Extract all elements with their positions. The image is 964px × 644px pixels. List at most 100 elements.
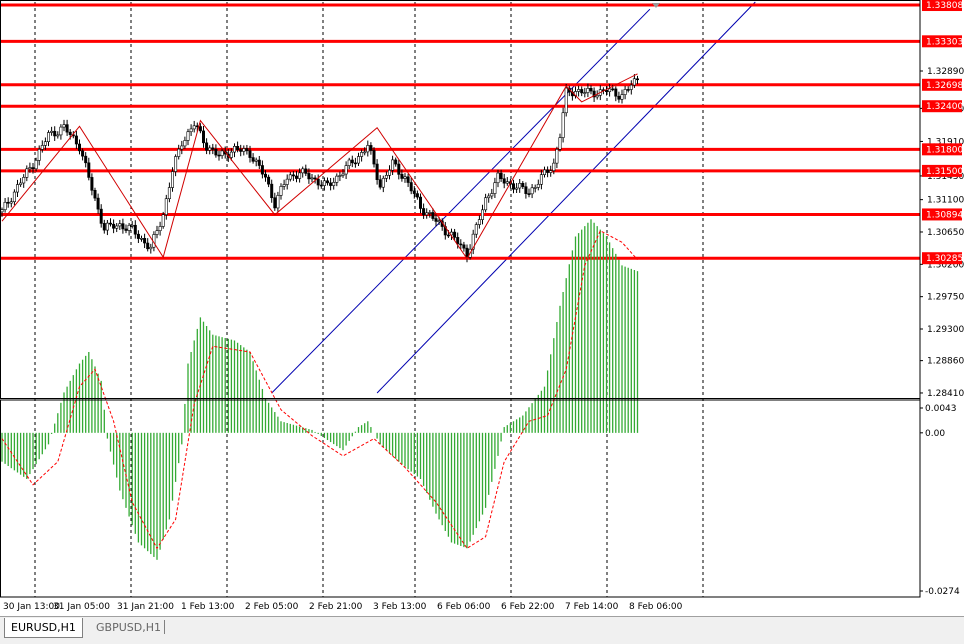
candle-body (490, 193, 494, 197)
candle-body (87, 162, 91, 178)
candle-body (9, 201, 13, 204)
candle-body (177, 148, 181, 157)
candle-body (496, 172, 500, 184)
candle-body (236, 146, 240, 150)
price-tick-label: 1.28410 (927, 389, 964, 399)
candle-body (50, 130, 54, 133)
candle-body (124, 228, 128, 231)
tab-gbpusd[interactable]: GBPUSD,H1 (96, 621, 161, 634)
candle-body (65, 124, 69, 133)
candle-body (626, 89, 630, 91)
candle-body (431, 212, 435, 219)
candle-body (515, 187, 519, 190)
level-price-tag (922, 208, 962, 221)
candle-body (22, 177, 26, 184)
candle-body (146, 242, 150, 250)
candle-body (202, 130, 206, 144)
candle-body (428, 212, 432, 214)
zigzag-indicator (1, 73, 638, 260)
candle-body (205, 142, 209, 151)
candle-body (391, 159, 395, 171)
candle-body (412, 190, 416, 194)
chart-frame (0, 0, 921, 598)
candle-body (183, 140, 187, 147)
candle-body (195, 125, 199, 128)
candle-body (161, 214, 165, 227)
time-tick-label: 8 Feb 06:00 (629, 602, 683, 612)
candle-body (68, 131, 72, 135)
support-resistance-levels (0, 3, 920, 260)
candle-body (400, 174, 404, 179)
candle-body (99, 208, 103, 224)
candle-body (465, 247, 469, 258)
candle-body (608, 88, 612, 92)
candle-body (263, 173, 267, 178)
candle-body (164, 198, 168, 215)
candle-body (542, 169, 546, 175)
candle-body (211, 147, 215, 150)
candle-body (518, 182, 522, 189)
candle-body (34, 160, 38, 170)
candle-body (322, 180, 326, 186)
candle-body (546, 169, 550, 173)
candle-body (369, 145, 373, 151)
candle-body (471, 233, 475, 250)
candle-body (394, 159, 398, 165)
candle-body (558, 137, 562, 150)
candle-body (459, 243, 463, 246)
candle-body (276, 195, 280, 209)
candle-body (577, 89, 581, 92)
candle-body (629, 84, 633, 90)
candle-body (248, 150, 252, 158)
channel-line (376, 1, 756, 394)
candle-body (561, 112, 565, 138)
level-price-tag (922, 164, 962, 177)
candle-body (12, 191, 16, 203)
candle-body (456, 237, 460, 245)
price-tick-label: 1.30200 (927, 260, 964, 270)
candle-body (90, 177, 94, 191)
candle-body (105, 222, 109, 231)
time-tick-label: 2 Feb 05:00 (245, 602, 299, 612)
candle-body (378, 179, 382, 188)
candle-body (198, 126, 202, 132)
candle-body (93, 189, 97, 199)
candle-body (462, 244, 466, 249)
candle-body (487, 195, 491, 199)
candle-body (304, 168, 308, 174)
price-tick-label: 1.30650 (927, 228, 964, 238)
price-tick-label: 1.29300 (927, 325, 964, 335)
candle-body (56, 134, 60, 137)
time-tick-label: 31 Jan 21:00 (117, 602, 174, 612)
candle-body (611, 88, 615, 91)
candle-body (347, 159, 351, 166)
candle-body (257, 159, 261, 166)
time-tick-label: 2 Feb 21:00 (309, 602, 363, 612)
chart-canvas[interactable]: 1.328901.323701.319101.314301.311001.306… (0, 0, 964, 616)
candle-body (521, 182, 525, 187)
candle-body (301, 168, 305, 174)
candle-body (583, 92, 587, 94)
candle-body (81, 150, 85, 157)
candle-body (133, 224, 137, 235)
candle-body (140, 238, 144, 240)
candle-body (189, 128, 193, 133)
candle-body (260, 165, 264, 175)
candle-body (74, 135, 78, 145)
candle-body (595, 95, 599, 98)
candle-body (192, 125, 196, 130)
candle-body (15, 184, 19, 193)
candle-body (310, 177, 314, 180)
candle-body (316, 178, 320, 186)
tab-eurusd[interactable]: EURUSD,H1 (4, 618, 83, 638)
candle-body (632, 78, 636, 86)
candle-body (174, 156, 178, 172)
candle-body (363, 151, 367, 154)
candle-body (0, 209, 4, 213)
candle-body (437, 220, 441, 223)
candle-body (96, 197, 100, 210)
candle-body (592, 90, 596, 98)
level-price-label: 1.31500 (926, 167, 963, 177)
candle-body (477, 219, 481, 225)
